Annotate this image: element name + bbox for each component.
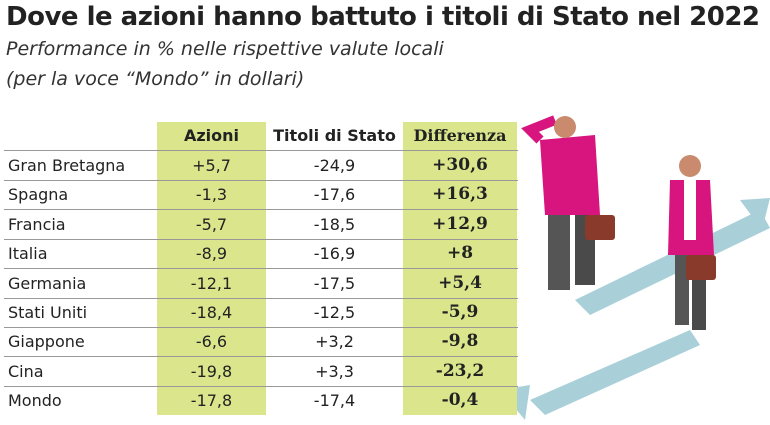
shirt bbox=[684, 180, 696, 240]
arrow-head bbox=[740, 198, 770, 230]
row-rule bbox=[4, 209, 518, 211]
arrow-down bbox=[530, 330, 700, 415]
row-label: Cina bbox=[8, 361, 44, 381]
cell: +12,9 bbox=[432, 213, 488, 234]
cell: -12,5 bbox=[313, 303, 356, 322]
cell: -6,6 bbox=[195, 332, 228, 352]
arm bbox=[521, 115, 557, 144]
row-label: Francia bbox=[8, 214, 66, 234]
legs bbox=[675, 250, 689, 325]
cell: +3,3 bbox=[315, 361, 354, 381]
row-rule bbox=[4, 150, 518, 151]
cell: -17,5 bbox=[313, 273, 356, 293]
cell: -17,8 bbox=[190, 391, 233, 411]
row-label: Gran Bretagna bbox=[8, 156, 126, 175]
cell: +5,7 bbox=[192, 156, 231, 175]
cell: -17,4 bbox=[313, 391, 356, 411]
subtitle: (per la voce “Mondo” in dollari) bbox=[6, 68, 305, 90]
torso bbox=[540, 135, 600, 215]
column-header: Titoli di Stato bbox=[273, 126, 396, 145]
row-label: Giappone bbox=[8, 332, 85, 352]
cell: -5,7 bbox=[195, 214, 228, 234]
cell: +5,4 bbox=[438, 272, 482, 293]
briefcase bbox=[686, 255, 716, 280]
column-header: Azioni bbox=[183, 126, 240, 145]
cell: -16,9 bbox=[313, 244, 356, 264]
row-rule bbox=[4, 356, 518, 358]
cell: -5,9 bbox=[441, 302, 479, 322]
row-label: Spagna bbox=[8, 185, 69, 205]
arrow-up bbox=[575, 210, 770, 315]
row-rule bbox=[4, 297, 518, 299]
row-rule bbox=[4, 327, 518, 328]
cell: -18,5 bbox=[313, 214, 356, 234]
briefcase bbox=[585, 215, 615, 240]
cell: -23,2 bbox=[435, 360, 485, 381]
cell: -17,6 bbox=[313, 185, 356, 205]
cell: -8,9 bbox=[195, 244, 228, 264]
row-label: Germania bbox=[8, 273, 87, 293]
cell: +8 bbox=[446, 243, 474, 264]
row-label: Mondo bbox=[8, 391, 62, 411]
head bbox=[679, 155, 701, 177]
row-label: Stati Uniti bbox=[8, 303, 88, 322]
cell: +30,6 bbox=[432, 155, 488, 175]
row-rule bbox=[4, 268, 518, 270]
column-header: Differenza bbox=[413, 126, 507, 145]
cell: +16,3 bbox=[432, 184, 488, 205]
cell: +3,2 bbox=[315, 332, 354, 352]
title: Dove le azioni hanno battuto i titoli di… bbox=[6, 2, 760, 32]
cell: -0,4 bbox=[441, 390, 479, 411]
cell: -18,4 bbox=[190, 303, 233, 322]
head bbox=[554, 116, 576, 138]
cell: -1,3 bbox=[195, 185, 228, 205]
row-rule bbox=[4, 238, 518, 240]
row-label: Italia bbox=[8, 244, 48, 264]
subtitle: Performance in % nelle rispettive valute… bbox=[6, 38, 444, 60]
cell: -19,8 bbox=[190, 361, 233, 381]
row-rule bbox=[4, 385, 518, 387]
row-rule bbox=[4, 180, 518, 181]
cell: -12,1 bbox=[190, 273, 233, 293]
cell: -9,8 bbox=[441, 331, 479, 352]
legs bbox=[548, 205, 570, 290]
cell: -24,9 bbox=[313, 156, 356, 175]
